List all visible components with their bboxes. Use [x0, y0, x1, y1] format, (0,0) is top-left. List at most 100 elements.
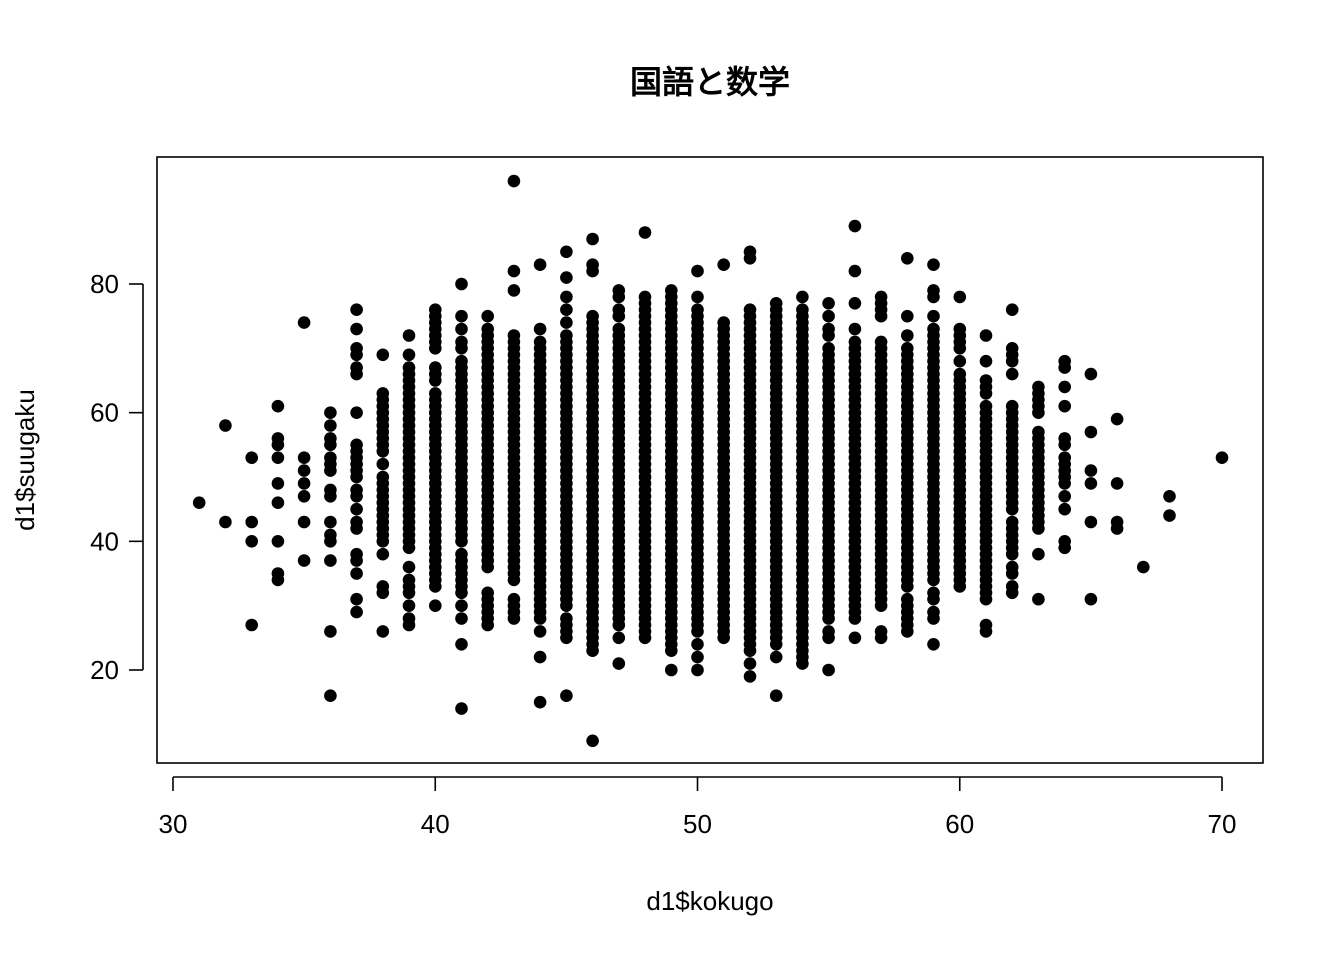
- plot-frame: [156, 156, 1264, 764]
- data-point: [979, 592, 993, 606]
- data-point: [245, 515, 258, 529]
- data-point: [560, 271, 573, 284]
- data-point: [297, 554, 311, 567]
- data-point: [717, 258, 730, 272]
- data-point: [665, 663, 678, 677]
- data-point: [927, 638, 940, 651]
- data-point: [429, 342, 442, 355]
- data-point: [953, 290, 967, 304]
- y-axis: 20 40 60 80: [90, 269, 144, 685]
- data-point: [455, 599, 468, 612]
- data-point: [638, 226, 652, 239]
- x-axis: 30 40 50 60 70: [159, 776, 1237, 839]
- data-point: [350, 322, 363, 336]
- data-point: [586, 734, 599, 748]
- data-point: [324, 554, 337, 567]
- data-point: [1137, 560, 1150, 574]
- data-point: [219, 419, 232, 432]
- data-point: [1058, 541, 1071, 555]
- data-point: [297, 316, 311, 329]
- data-point: [612, 657, 626, 670]
- data-point: [1058, 477, 1071, 490]
- data-point: [717, 631, 730, 645]
- data-point: [402, 348, 416, 362]
- data-point: [1005, 547, 1019, 561]
- data-point: [271, 573, 285, 587]
- data-point: [324, 419, 337, 432]
- x-tick-label: 70: [1208, 809, 1237, 839]
- data-point: [376, 348, 390, 362]
- data-point: [271, 399, 285, 413]
- data-point: [953, 354, 967, 368]
- data-point: [1110, 477, 1124, 490]
- data-point: [455, 702, 468, 715]
- data-point: [1084, 425, 1098, 439]
- data-point: [455, 309, 468, 323]
- data-point: [1215, 451, 1229, 465]
- data-point: [822, 663, 835, 677]
- data-point: [402, 586, 416, 600]
- x-tick-label: 50: [683, 809, 712, 839]
- data-point: [1032, 592, 1045, 606]
- data-point: [350, 554, 363, 567]
- data-point: [927, 309, 940, 323]
- data-point: [874, 599, 888, 612]
- data-point: [1005, 502, 1019, 516]
- data-point: [1163, 509, 1176, 522]
- data-point: [297, 490, 311, 503]
- data-point: [743, 670, 757, 683]
- data-point: [350, 567, 363, 580]
- data-point: [560, 245, 573, 259]
- data-point: [1032, 547, 1045, 561]
- data-point: [245, 535, 258, 548]
- data-point: [743, 657, 757, 670]
- data-point: [402, 541, 416, 555]
- data-point: [297, 451, 311, 465]
- data-point: [901, 309, 914, 323]
- data-point: [848, 297, 862, 310]
- data-point: [691, 650, 704, 664]
- data-point: [586, 232, 599, 246]
- data-point: [1058, 490, 1071, 503]
- data-point: [271, 535, 285, 548]
- data-point: [743, 251, 757, 265]
- data-point: [848, 219, 862, 233]
- data-point: [560, 689, 573, 702]
- data-point: [769, 638, 783, 651]
- data-point: [1110, 522, 1124, 535]
- data-point: [533, 695, 547, 709]
- data-point: [822, 612, 835, 625]
- data-point: [507, 284, 521, 297]
- data-point: [297, 464, 311, 477]
- data-point: [324, 490, 337, 503]
- data-point: [455, 535, 468, 548]
- data-point: [822, 329, 835, 342]
- data-point: [350, 367, 363, 381]
- data-point: [1058, 380, 1071, 394]
- data-point: [560, 316, 573, 329]
- data-point: [402, 599, 416, 612]
- data-point: [402, 618, 416, 632]
- data-point: [612, 618, 626, 632]
- data-point: [324, 464, 337, 477]
- data-point: [979, 354, 993, 368]
- data-point: [350, 406, 363, 420]
- data-point: [507, 174, 521, 188]
- data-point: [533, 625, 547, 638]
- data-point: [1058, 438, 1071, 452]
- data-point: [927, 592, 940, 606]
- data-point: [402, 560, 416, 574]
- data-point: [1058, 399, 1071, 413]
- data-point: [612, 309, 626, 323]
- data-point: [533, 322, 547, 336]
- data-point: [1110, 412, 1124, 426]
- data-point: [927, 290, 940, 304]
- data-point: [271, 477, 285, 490]
- data-point: [324, 625, 337, 638]
- data-point: [953, 342, 967, 355]
- data-point: [979, 329, 993, 342]
- data-point: [481, 618, 495, 632]
- data-point: [927, 573, 940, 587]
- data-point: [350, 592, 363, 606]
